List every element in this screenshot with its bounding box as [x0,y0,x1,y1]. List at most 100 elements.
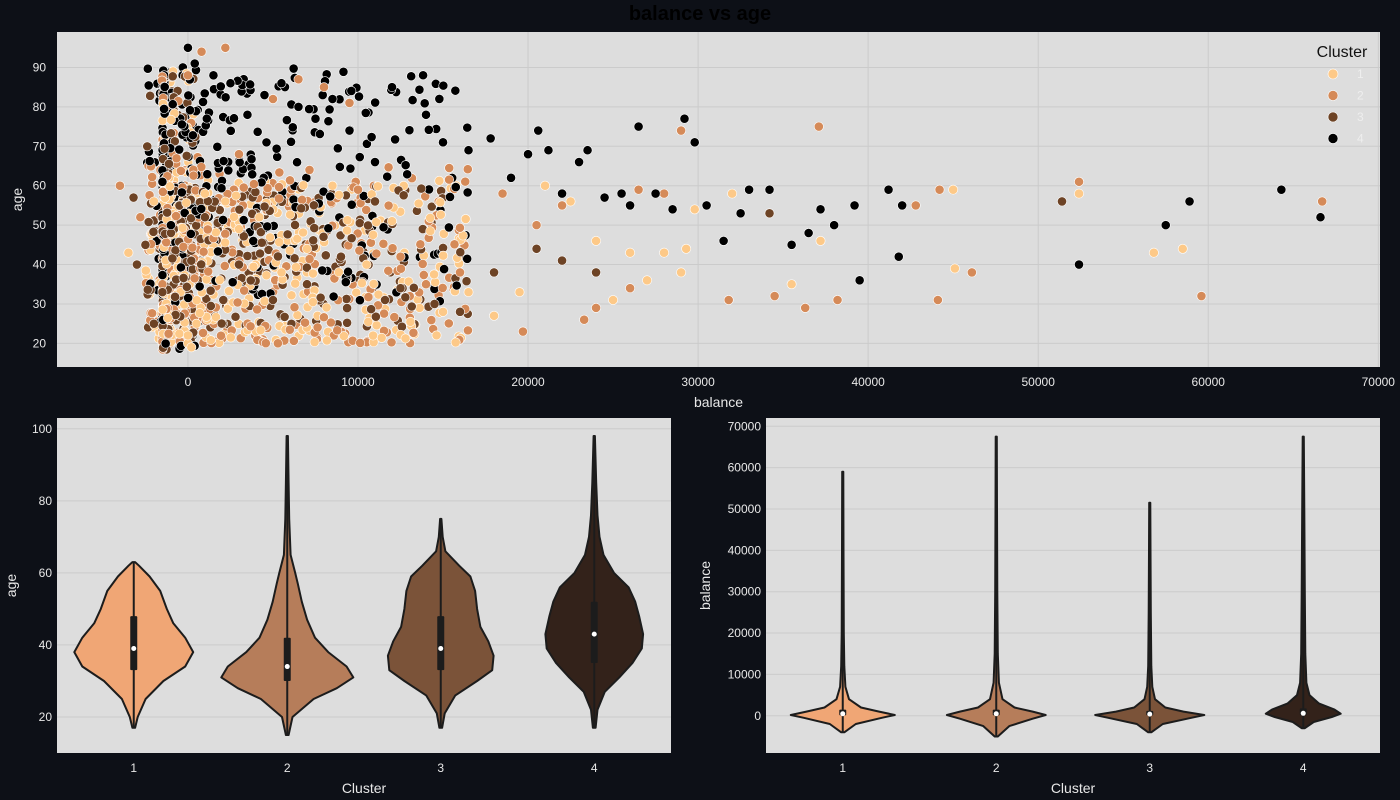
scatter-point [387,216,397,227]
scatter-point [216,183,227,194]
scatter-point [174,144,185,155]
violin-cluster-2 [945,435,1047,738]
scatter-point [177,222,188,233]
scatter-point [346,199,357,210]
scatter-point [323,116,334,127]
scatter-point [234,259,244,270]
scatter-point [435,209,446,220]
scatter-point [300,317,310,328]
y-tick-label: 40 [39,638,53,652]
scatter-point [286,290,297,301]
scatter-point [220,237,231,248]
scatter-point [224,286,234,296]
scatter-point [354,245,365,256]
scatter-point [910,200,921,211]
scatter-point [274,237,285,248]
scatter-point [346,233,357,244]
violin-iqr-box [130,616,138,671]
scatter-point [948,184,959,195]
scatter-point [245,79,256,90]
scatter-point [932,295,943,305]
legend-title: Cluster [1317,44,1368,61]
scatter-point [179,208,190,218]
scatter-point [185,105,195,116]
scatter-point [368,278,379,289]
scatter-point [142,284,153,295]
scatter-point [455,267,465,278]
violin-cluster-1 [73,561,195,729]
scatter-point [276,267,287,278]
scatter-point [271,143,282,154]
scatter-point [378,222,389,233]
scatter-point [166,114,176,125]
scatter-point [429,299,440,309]
scatter-point [363,316,374,327]
scatter-point [340,277,351,287]
series-cluster-2 [115,42,1328,337]
scatter-point [260,338,271,349]
scatter-point [261,137,272,148]
scatter-point [310,113,321,124]
scatter-point [171,153,182,164]
x-tick-label: 4 [591,761,598,775]
scatter-point [234,204,245,215]
scatter-point [334,189,344,200]
legend-entry: 4 [1357,132,1364,146]
scatter-point [434,175,445,186]
scatter-point [229,113,239,124]
y-tick-label: 50000 [728,502,762,516]
scatter-point [274,182,284,192]
scatter-point [186,255,197,266]
scatter-point [355,338,366,348]
scatter-point [157,304,168,315]
scatter-point [328,291,339,302]
y-tick-label: 70 [33,139,47,153]
scatter-point [523,149,533,160]
scatter-point [815,235,826,246]
y-tick-label: 90 [33,60,47,74]
scatter-point [402,169,413,180]
scatter-point [312,322,323,333]
scatter-point [438,137,448,148]
scatter-point [183,293,194,303]
scatter-point [203,266,214,277]
scatter-point [285,209,296,220]
scatter-point [304,254,315,264]
plot-area [766,418,1380,753]
scatter-point [320,250,331,261]
scatter-point [144,156,155,166]
scatter-point [676,125,686,136]
scatter-point [309,223,320,233]
scatter-point [201,113,212,124]
scatter-point [223,303,233,314]
legend-marker-3 [1327,111,1339,123]
scatter-point [218,295,229,305]
scatter-point [370,157,380,167]
scatter-point [199,88,210,99]
scatter-point [255,248,265,259]
scatter-point [255,325,266,336]
scatter-point [395,251,406,262]
scatter-point [449,239,460,250]
scatter-point [268,295,278,305]
scatter-point [178,241,189,252]
scatter-point [272,151,283,162]
scatter-point [489,310,499,321]
scatter-point [252,304,263,315]
scatter-point [342,215,353,226]
violin-median-marker [840,711,846,717]
scatter-point [455,222,465,233]
scatter-point [625,200,635,211]
violin-median-marker [131,646,137,652]
scatter-point [196,259,207,270]
scatter-point [288,63,299,74]
scatter-point [565,196,576,207]
scatter-point [439,264,449,274]
scatter-point [455,306,465,317]
scatter-point [219,261,230,271]
scatter-point [650,188,661,199]
scatter-point [225,332,236,343]
scatter-point [181,197,192,208]
scatter-point [298,180,309,191]
legend-marker-4 [1327,133,1339,144]
